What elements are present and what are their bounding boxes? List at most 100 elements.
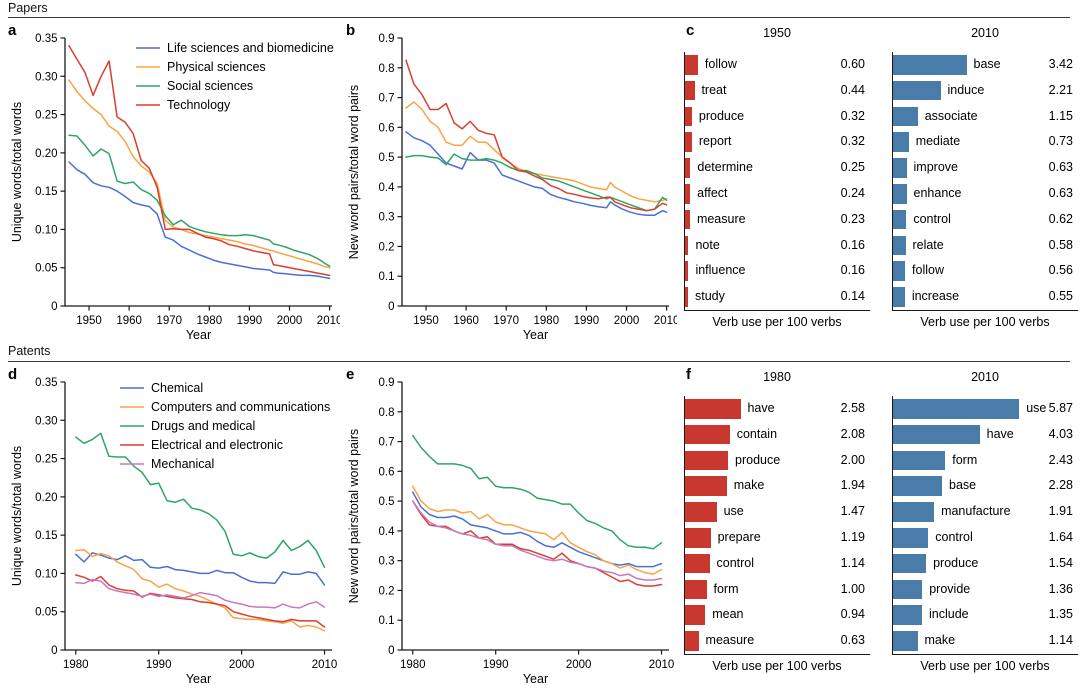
- bar-value: 2.08: [840, 426, 865, 441]
- bar-value: 0.58: [1048, 237, 1073, 252]
- bar-row: use 1.47: [685, 499, 870, 525]
- bar: [893, 528, 929, 548]
- bar-label: make: [733, 478, 765, 493]
- bar-label: contain: [736, 426, 778, 441]
- y-tick-label: 0: [388, 301, 394, 313]
- bar-axis-caption: Verb use per 100 verbs: [712, 315, 842, 329]
- bar-row: mediate 0.73: [893, 129, 1078, 155]
- bar: [685, 184, 691, 204]
- bar-value: 0.60: [840, 57, 865, 71]
- bar-label: report: [698, 134, 732, 149]
- bar-row: have 2.58: [685, 396, 870, 422]
- bar-axis-caption: Verb use per 100 verbs: [920, 315, 1050, 329]
- bar-value: 2.28: [1048, 478, 1073, 493]
- bar-label: associate: [924, 108, 978, 123]
- y-axis-title: New word pairs/total word pairs: [347, 429, 361, 603]
- papers-rule: [8, 17, 1070, 18]
- bar-rows: use 5.87 have 4.03 form 2.43 base 2.28 manufactu…: [892, 396, 1078, 655]
- panel-letter-d: d: [8, 366, 18, 383]
- x-axis-title: Year: [523, 672, 548, 686]
- bar: [685, 579, 707, 600]
- series-line-drugs-and-medical: [412, 434, 663, 550]
- bar-value: 2.58: [840, 401, 865, 415]
- bar-value: 0.63: [1048, 160, 1073, 175]
- y-tick-label: 0.05: [35, 263, 57, 275]
- series-line-technology: [405, 59, 668, 212]
- bar-value: 1.47: [840, 504, 865, 519]
- x-tick-label: 1960: [453, 315, 479, 327]
- series-line-social-sciences: [68, 134, 331, 267]
- y-tick-label: 0.7: [379, 93, 395, 105]
- bar-label: induce: [947, 82, 985, 97]
- y-tick-label: 0.3: [379, 556, 395, 568]
- y-axis-title: Unique words/total words: [10, 446, 24, 586]
- bar-label: produce: [698, 108, 745, 123]
- bar-value: 4.03: [1048, 426, 1073, 441]
- bar: [893, 55, 967, 75]
- y-tick-label: 0.30: [35, 415, 57, 427]
- panel-letter-e: e: [346, 366, 355, 383]
- bar-row: produce 2.00: [685, 448, 870, 474]
- y-tick-label: 0.10: [35, 224, 57, 236]
- line-chart-patents-unique-words: 0 0.05 0.10 0.15 0.20 0.25 0.30 0.35 1980 1990 200…: [10, 377, 337, 686]
- bar-row: control 1.14: [685, 551, 870, 577]
- bar: [893, 399, 1020, 419]
- bar-value: 2.21: [1048, 82, 1073, 97]
- x-tick-label: 1970: [493, 315, 519, 327]
- y-tick-label: 0.6: [379, 122, 395, 134]
- bar-value: 1.14: [1048, 633, 1073, 648]
- y-tick-label: 0.7: [379, 437, 395, 449]
- x-tick-label: 1950: [76, 315, 102, 327]
- bar-chart-patents-2010: 2010 use 5.87 have 4.03 form 2.43 base 2.28 manuf…: [892, 368, 1078, 690]
- series-line-chemical: [75, 552, 326, 586]
- y-tick-label: 0.2: [379, 585, 395, 597]
- x-tick-label: 2000: [277, 315, 303, 327]
- bar: [893, 158, 907, 178]
- bar-label: control: [913, 211, 951, 226]
- x-tick-label: 2010: [317, 315, 340, 327]
- bar: [685, 209, 690, 230]
- y-tick-label: 0.35: [35, 33, 57, 45]
- bar-chart-patents-1980: 1980 have 2.58 contain 2.08 produce 2.00 make 1.…: [684, 368, 870, 690]
- bar-row: mean 0.94: [685, 602, 870, 628]
- bar-value: 1.54: [1048, 555, 1073, 570]
- bar: [685, 132, 692, 152]
- y-tick-label: 0.9: [379, 377, 395, 389]
- bar-chart-title: 2010: [971, 370, 999, 384]
- bar-value: 1.19: [840, 530, 865, 544]
- y-tick-label: 0.20: [35, 492, 57, 504]
- bar: [685, 605, 706, 625]
- bar-label: control: [716, 555, 755, 570]
- bar-row: contain 2.08: [685, 422, 870, 448]
- y-tick-label: 0.20: [35, 148, 57, 160]
- bar-value: 2.00: [840, 452, 865, 467]
- line-chart-papers-unique-words: 0 0.05 0.10 0.15 0.20 0.25 0.30 0.35 1950 1960 197…: [10, 33, 340, 342]
- bar: [893, 424, 980, 445]
- x-tick-label: 1980: [534, 315, 560, 327]
- bar-value: 1.35: [1048, 607, 1073, 622]
- bar-value: 0.94: [840, 607, 865, 622]
- bar-row: increase 0.55: [893, 284, 1078, 310]
- bar-label: relate: [912, 237, 944, 252]
- series-line-computers-and-communications: [412, 485, 663, 575]
- bar-label: treat: [701, 82, 727, 97]
- bar: [893, 209, 907, 230]
- bar-value: 0.32: [840, 134, 865, 149]
- bar-row: affect 0.24: [685, 181, 870, 207]
- bar-row: make 1.14: [893, 628, 1078, 654]
- bar-label: produce: [933, 555, 979, 570]
- bar-row: form 1.00: [685, 577, 870, 603]
- x-tick-label: 1980: [400, 659, 426, 671]
- bar: [893, 450, 946, 471]
- bar-row: produce 0.32: [685, 104, 870, 130]
- bar-value: 0.24: [840, 186, 865, 200]
- bar-label: have: [747, 401, 775, 415]
- bar-label: produce: [735, 452, 781, 467]
- bar-row: measure 0.63: [685, 628, 870, 654]
- bar-axis-caption: Verb use per 100 verbs: [712, 659, 842, 673]
- legend-label-computers-and-communications: Computers and communications: [151, 400, 330, 414]
- x-axis-title: Year: [186, 672, 211, 686]
- legend-label-electrical-and-electronic: Electrical and electronic: [151, 438, 283, 452]
- legend-label-mechanical: Mechanical: [151, 457, 214, 471]
- y-tick-label: 0.35: [35, 377, 57, 389]
